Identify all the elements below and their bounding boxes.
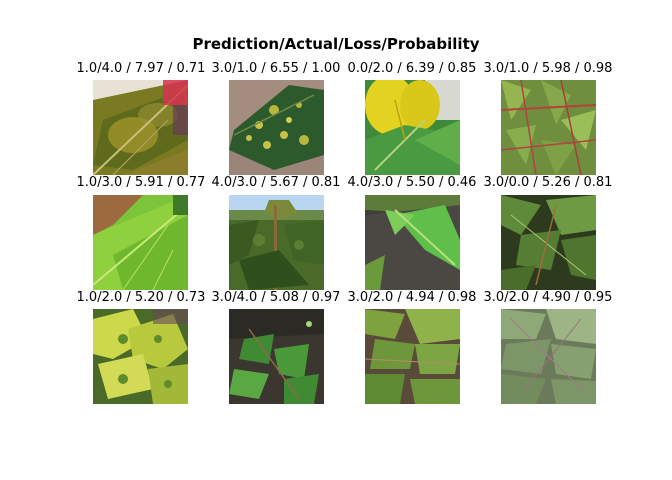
cell-title: 4.0/3.0 / 5.67 / 0.81 <box>211 175 341 190</box>
leaf-image <box>365 195 460 290</box>
cell-title: 3.0/2.0 / 4.90 / 0.95 <box>483 290 613 305</box>
leaf-image <box>93 195 188 290</box>
leaf-image <box>229 309 324 404</box>
leaf-image <box>229 80 324 175</box>
cell-title: 3.0/1.0 / 5.98 / 0.98 <box>483 61 613 76</box>
cell-title: 3.0/0.0 / 5.26 / 0.81 <box>483 175 613 190</box>
leaf-image <box>501 80 596 175</box>
cell-title: 0.0/2.0 / 6.39 / 0.85 <box>347 61 477 76</box>
cell-title: 1.0/2.0 / 5.20 / 0.73 <box>76 290 206 305</box>
leaf-image <box>365 309 460 404</box>
leaf-image <box>365 80 460 175</box>
cell-title: 4.0/3.0 / 5.50 / 0.46 <box>347 175 477 190</box>
figure-title: Prediction/Actual/Loss/Probability <box>192 35 480 53</box>
leaf-image <box>93 80 188 175</box>
cell-title: 1.0/4.0 / 7.97 / 0.71 <box>76 61 206 76</box>
cell-title: 3.0/4.0 / 5.08 / 0.97 <box>211 290 341 305</box>
cell-title: 3.0/2.0 / 4.94 / 0.98 <box>347 290 477 305</box>
leaf-image <box>229 195 324 290</box>
leaf-image <box>93 309 188 404</box>
cell-title: 1.0/3.0 / 5.91 / 0.77 <box>76 175 206 190</box>
cell-title: 3.0/1.0 / 6.55 / 1.00 <box>211 61 341 76</box>
leaf-image <box>501 309 596 404</box>
leaf-image <box>501 195 596 290</box>
